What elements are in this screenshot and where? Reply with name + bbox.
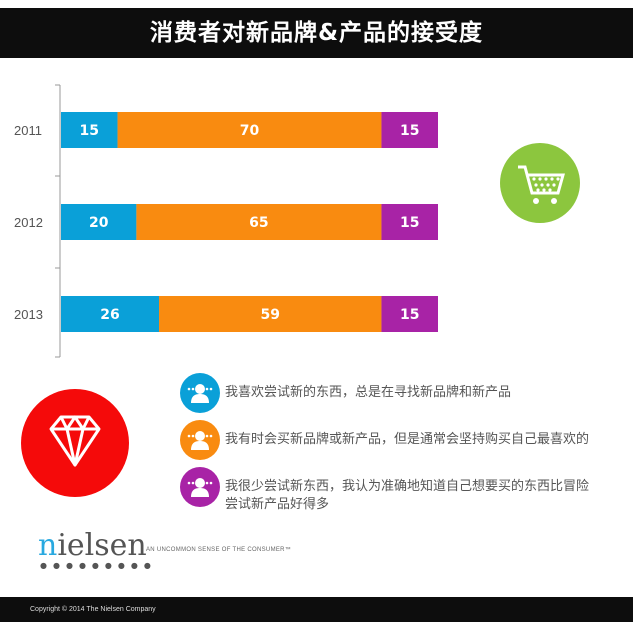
bar-segment (61, 296, 160, 332)
legend-item: 我喜欢尝试新的东西，总是在寻找新品牌和新产品 (180, 373, 511, 413)
y-tick-label: 2012 (14, 215, 43, 230)
data-label: 59 (260, 307, 279, 323)
data-label: 15 (80, 123, 99, 139)
data-label: 15 (400, 123, 419, 139)
data-label: 70 (240, 123, 260, 139)
data-label: 15 (400, 215, 419, 231)
person-icon (180, 467, 220, 507)
bar-segment (381, 204, 438, 240)
legend-item: 我很少尝试新东西，我认为准确地知道自己想要买的东西比冒险 尝试新产品好得多 (180, 467, 589, 514)
data-label: 20 (89, 215, 109, 231)
shopping-cart-icon (500, 143, 580, 223)
logo-dots: ●●●●●●●●● (40, 561, 157, 570)
bar-segment (136, 204, 382, 240)
data-label: 15 (400, 307, 419, 323)
bar-segment (381, 112, 438, 148)
bar-segment (61, 112, 118, 148)
legend-label: 我有时会买新品牌或新产品，但是通常会坚持购买自己最喜欢的 (225, 432, 590, 447)
person-icon (180, 373, 220, 413)
bar-segment (381, 296, 438, 332)
legend-label-line2: 尝试新产品好得多 (225, 497, 330, 512)
bar-segment (117, 112, 382, 148)
person-icon (180, 420, 220, 460)
logo-n: n (38, 528, 58, 563)
tagline: AN UNCOMMON SENSE OF THE CONSUMER™ (146, 547, 292, 553)
stacked-bar-chart: 2011 15 70 15 2012 20 65 15 2013 26 59 15 (14, 84, 438, 358)
y-tick-label: 2013 (14, 307, 43, 322)
y-tick-label: 2011 (14, 123, 42, 138)
legend-label: 我喜欢尝试新的东西，总是在寻找新品牌和新产品 (225, 385, 512, 400)
bar-segment (61, 204, 137, 240)
data-label: 65 (249, 215, 268, 231)
page-title: 消费者对新品牌&产品的接受度 (0, 8, 633, 58)
copyright-footer: Copyright © 2014 The Nielsen Company (0, 597, 633, 622)
data-label: 26 (100, 307, 119, 323)
bar-segment (159, 296, 382, 332)
nielsen-logo: nielsen (38, 528, 147, 563)
diamond-icon (21, 389, 129, 497)
legend-item: 我有时会买新品牌或新产品，但是通常会坚持购买自己最喜欢的 (180, 420, 589, 460)
legend-label: 我很少尝试新东西，我认为准确地知道自己想要买的东西比冒险 (225, 479, 590, 494)
logo-rest: ielsen (57, 528, 147, 563)
